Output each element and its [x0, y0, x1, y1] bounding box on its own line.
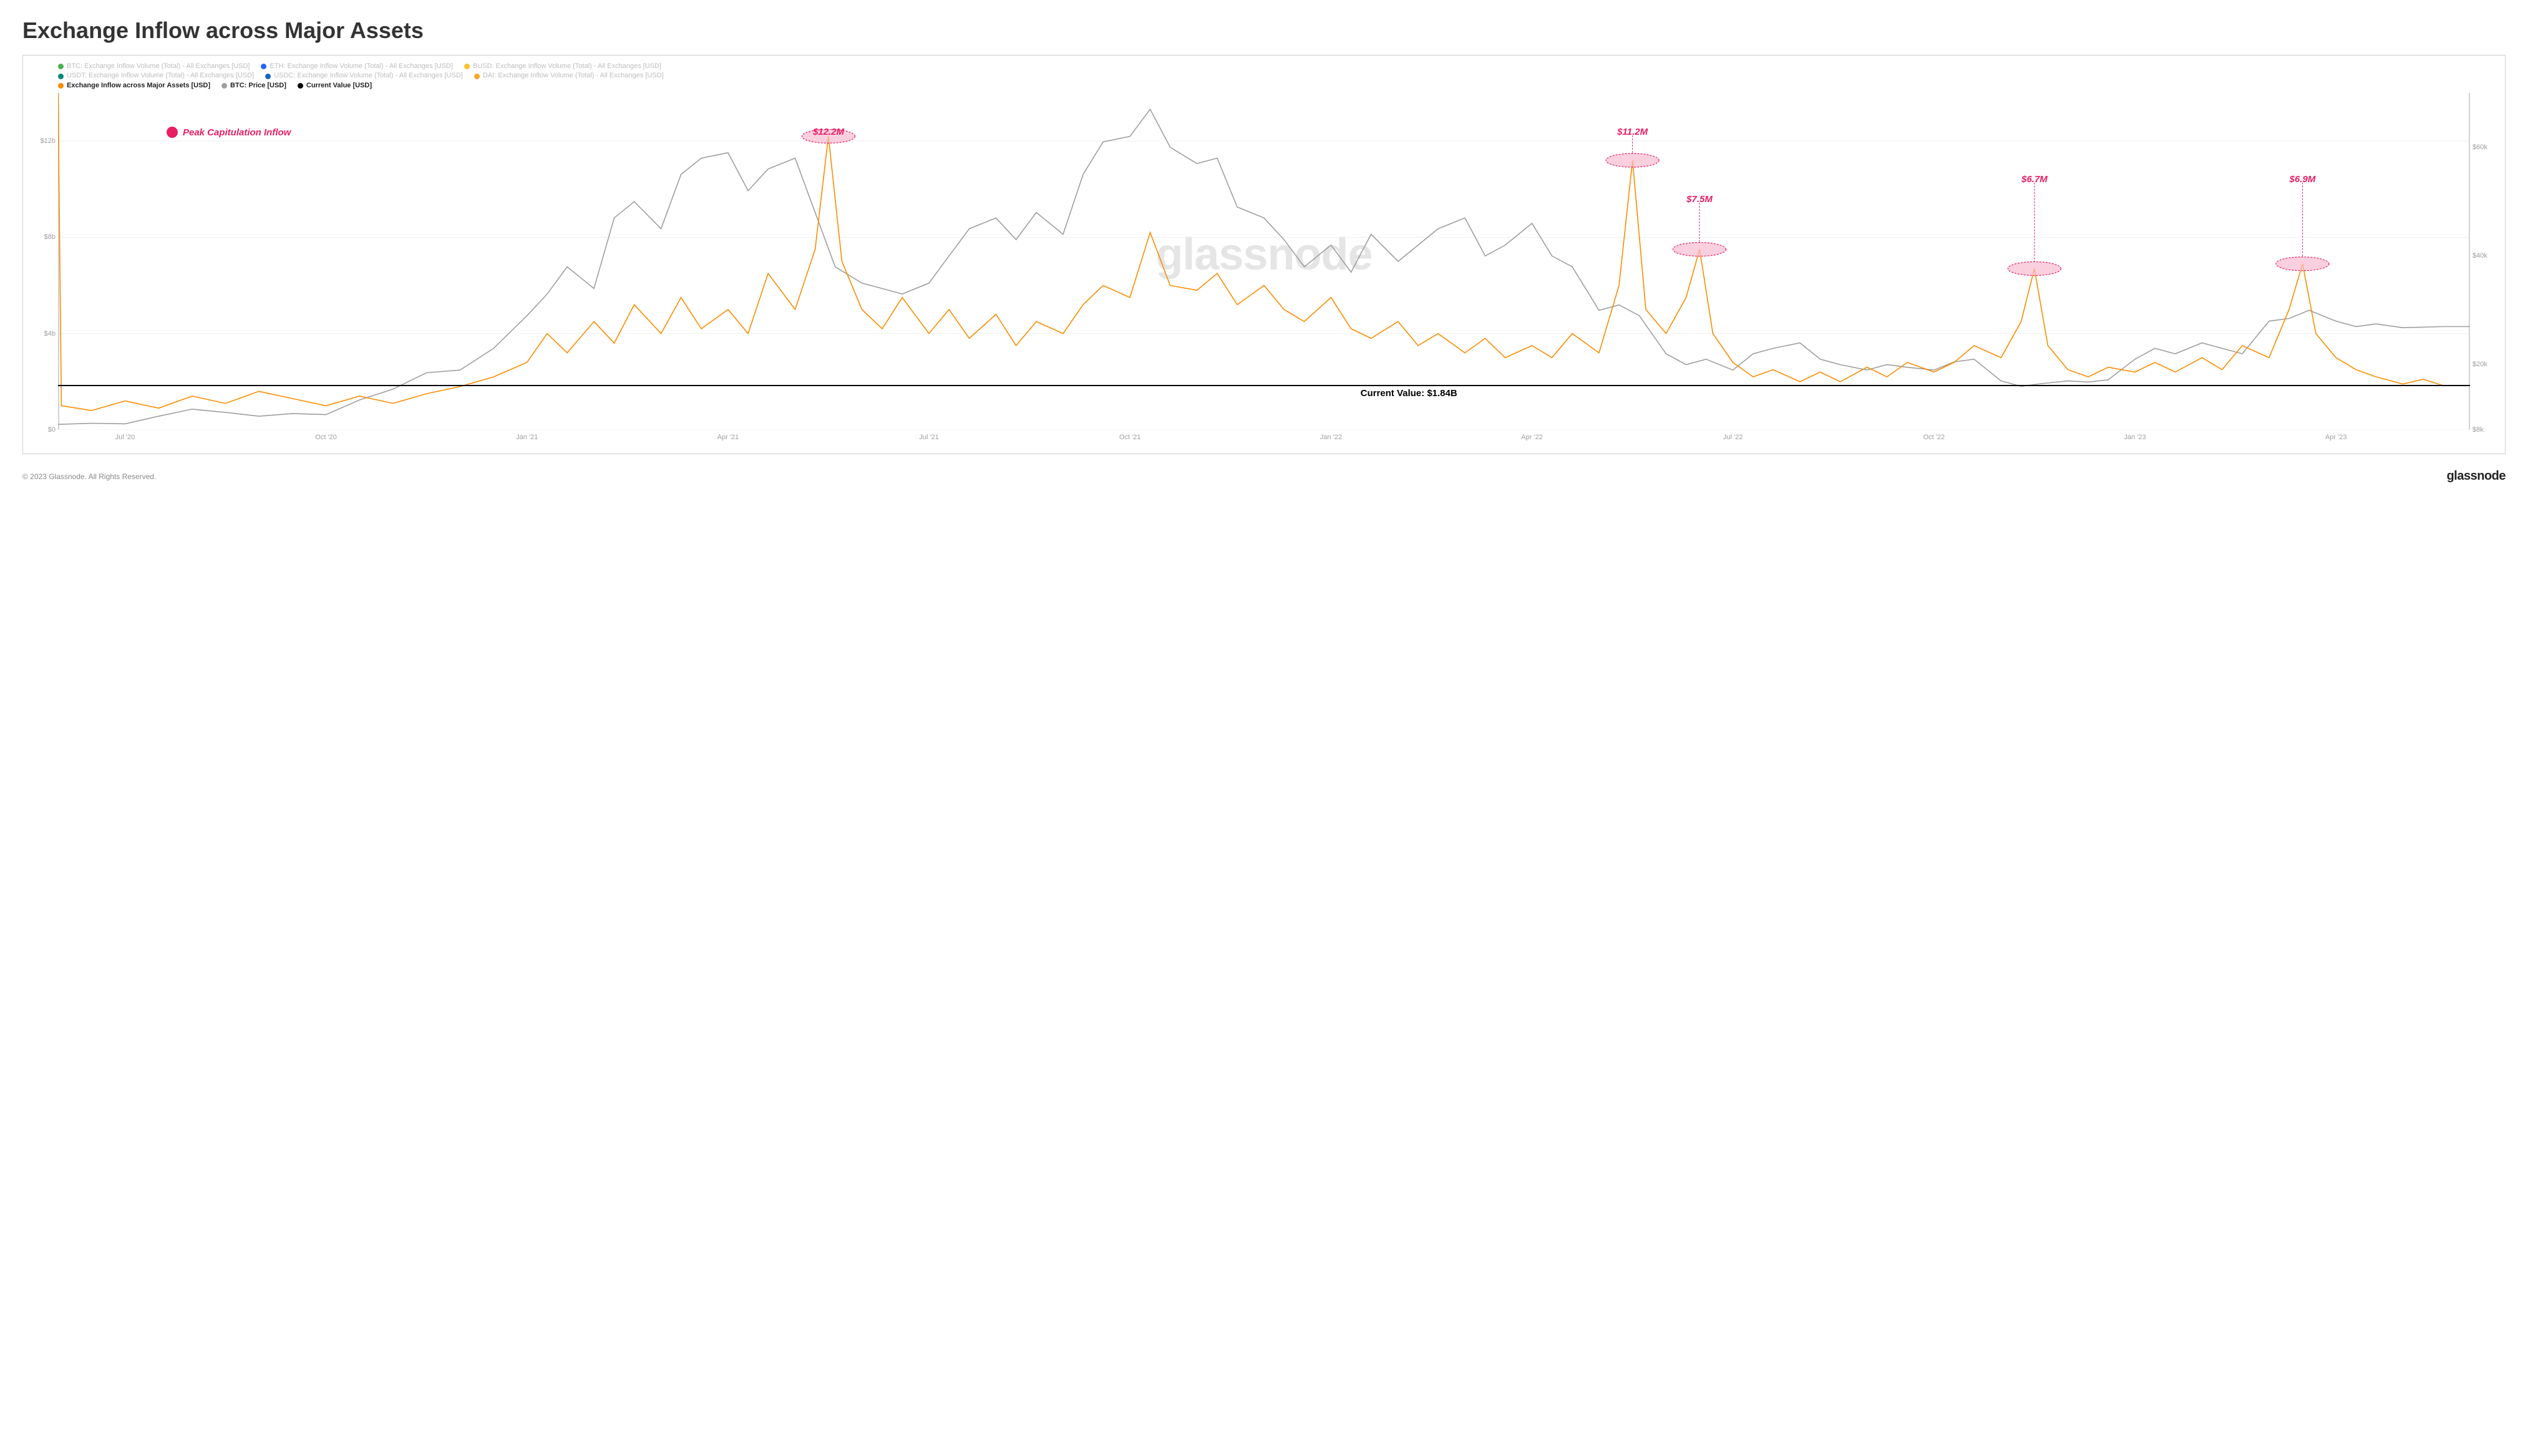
peak-annotation: $12.2M — [813, 127, 844, 137]
x-tick: Oct '20 — [315, 434, 337, 441]
legend-dot-icon — [221, 83, 227, 89]
x-tick: Jul '20 — [115, 434, 135, 441]
legend-dot-icon — [58, 64, 64, 69]
y-axis-left: $0$4b$8b$12b — [24, 93, 56, 430]
brand-logo: glassnode — [2447, 469, 2506, 483]
peak-annotation: $6.9M — [2290, 174, 2316, 185]
legend-dot-icon — [261, 64, 266, 69]
peak-legend-text: Peak Capitulation Inflow — [183, 127, 291, 138]
legend-item: Current Value [USD] — [298, 81, 372, 90]
legend-dot-icon — [58, 83, 64, 89]
legend-item: BUSD: Exchange Inflow Volume (Total) - A… — [464, 62, 661, 71]
legend-label: Exchange Inflow across Major Assets [USD… — [67, 81, 210, 90]
chart-title: Exchange Inflow across Major Assets — [22, 17, 2506, 44]
y-left-tick: $12b — [24, 137, 56, 145]
legend-label: Current Value [USD] — [306, 81, 372, 90]
legend-label: ETH: Exchange Inflow Volume (Total) - Al… — [270, 62, 452, 71]
y-left-tick: $4b — [24, 330, 56, 337]
legend-label: USDT: Exchange Inflow Volume (Total) - A… — [67, 71, 254, 80]
legend-label: BTC: Exchange Inflow Volume (Total) - Al… — [67, 62, 250, 71]
legend-item: BTC: Price [USD] — [221, 81, 286, 90]
x-tick: Oct '21 — [1119, 434, 1141, 441]
legend-item: Exchange Inflow across Major Assets [USD… — [58, 81, 210, 90]
legend-label: BTC: Price [USD] — [230, 81, 286, 90]
y-right-tick: $8k — [2472, 426, 2504, 434]
x-tick: Apr '21 — [717, 434, 739, 441]
legend-item: DAI: Exchange Inflow Volume (Total) - Al… — [474, 71, 664, 80]
x-tick: Jan '22 — [1320, 434, 1342, 441]
y-left-tick: $8b — [24, 233, 56, 241]
current-value-label: Current Value: $1.84B — [1361, 388, 1457, 399]
legend-dot-icon — [58, 74, 64, 79]
y-axis-right: $8k$20k$40k$60k — [2472, 93, 2504, 430]
peak-annotation: $11.2M — [1617, 127, 1648, 137]
y-right-tick: $20k — [2472, 361, 2504, 368]
legend-dot-icon — [474, 74, 480, 79]
peak-annotation: $6.7M — [2021, 174, 2048, 185]
x-axis: Jul '20 Oct '20 Jan '21 Apr '21 Jul '21 Oct '… — [58, 434, 2470, 446]
legend-label: BUSD: Exchange Inflow Volume (Total) - A… — [473, 62, 661, 71]
x-tick: Jul '22 — [1723, 434, 1743, 441]
chart-frame: BTC: Exchange Inflow Volume (Total) - Al… — [22, 55, 2506, 454]
x-tick: Jul '21 — [919, 434, 938, 441]
legend: BTC: Exchange Inflow Volume (Total) - Al… — [58, 62, 2470, 90]
plot-svg — [58, 93, 2470, 430]
peak-legend-dot-icon — [167, 127, 178, 138]
x-tick: Apr '23 — [2325, 434, 2347, 441]
x-tick: Apr '22 — [1521, 434, 1543, 441]
legend-dot-icon — [265, 74, 271, 79]
legend-item: USDC: Exchange Inflow Volume (Total) - A… — [265, 71, 463, 80]
peak-capitulation-legend: Peak Capitulation Inflow — [167, 127, 291, 138]
legend-label: DAI: Exchange Inflow Volume (Total) - Al… — [483, 71, 664, 80]
x-tick: Jan '21 — [516, 434, 538, 441]
y-right-tick: $40k — [2472, 252, 2504, 260]
y-right-tick: $60k — [2472, 143, 2504, 151]
x-tick: Oct '22 — [1923, 434, 1945, 441]
legend-label: USDC: Exchange Inflow Volume (Total) - A… — [274, 71, 463, 80]
copyright-text: © 2023 Glassnode. All Rights Reserved. — [22, 472, 156, 481]
legend-dot-icon — [464, 64, 470, 69]
footer: © 2023 Glassnode. All Rights Reserved. g… — [22, 469, 2506, 483]
legend-item: ETH: Exchange Inflow Volume (Total) - Al… — [261, 62, 452, 71]
legend-item: USDT: Exchange Inflow Volume (Total) - A… — [58, 71, 254, 80]
plot-area: Peak Capitulation Inflow Current Value: … — [58, 93, 2470, 430]
legend-item: BTC: Exchange Inflow Volume (Total) - Al… — [58, 62, 250, 71]
y-left-tick: $0 — [24, 426, 56, 434]
x-tick: Jan '23 — [2124, 434, 2146, 441]
legend-dot-icon — [298, 83, 303, 89]
peak-annotation: $7.5M — [1686, 194, 1713, 205]
